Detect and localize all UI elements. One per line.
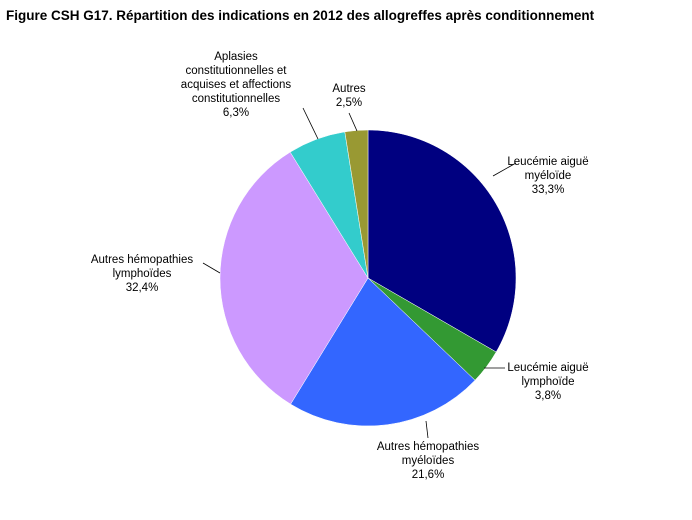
slice-name-line: myéloïde [525,170,572,182]
slice-name-line: lymphoïdes [113,268,172,280]
leader-line-5 [302,107,319,140]
slice-name-line: Autres hémopathies [377,441,480,453]
leader-line-1 [492,162,517,177]
slice-percent-label: 2,5% [336,97,362,109]
pie-slice-4 [219,151,369,405]
slice-percent-label: 6,3% [223,107,249,119]
pie-slice-1 [367,129,517,353]
slice-label-3: Autres hémopathies myéloïdes 21,6% [377,441,480,481]
slice-name-line: Aplasies [214,51,258,63]
pie-slice-3 [290,277,476,427]
slice-label-1: Leucémie aiguë myéloïde 33,3% [507,156,588,196]
slice-name-line: Autres [332,83,365,95]
slice-name-line: myéloïdes [402,455,455,467]
slice-label-2: Leucémie aiguë lymphoïde 3,8% [507,362,588,402]
slice-name-line: lymphoïde [521,376,574,388]
slice-name-line: Autres hémopathies [91,254,194,266]
slice-name-line: acquises et affections [181,79,292,91]
slice-percent-label: 3,8% [535,390,561,402]
slice-name-line: Leucémie aiguë [507,362,588,374]
slice-percent-label: 33,3% [532,184,565,196]
slice-label-6: Autres 2,5% [332,83,365,109]
leader-line-3 [425,420,429,439]
slice-name-line: constitutionnelles [192,93,280,105]
slice-percent-label: 32,4% [126,282,159,294]
slice-name-line: constitutionnelles et [185,65,287,77]
slice-name-line: Leucémie aiguë [507,156,588,168]
slice-label-5: Aplasies constitutionnelles et acquises et… [181,51,292,119]
leader-line-6 [348,112,358,132]
slice-label-4: Autres hémopathies lymphoïdes 32,4% [91,254,194,294]
chart-title: Figure CSH G17. Répartition des indicati… [6,8,595,23]
slice-percent-label: 21,6% [412,469,445,481]
leader-line-4 [202,262,221,274]
pie-slices [219,129,517,427]
